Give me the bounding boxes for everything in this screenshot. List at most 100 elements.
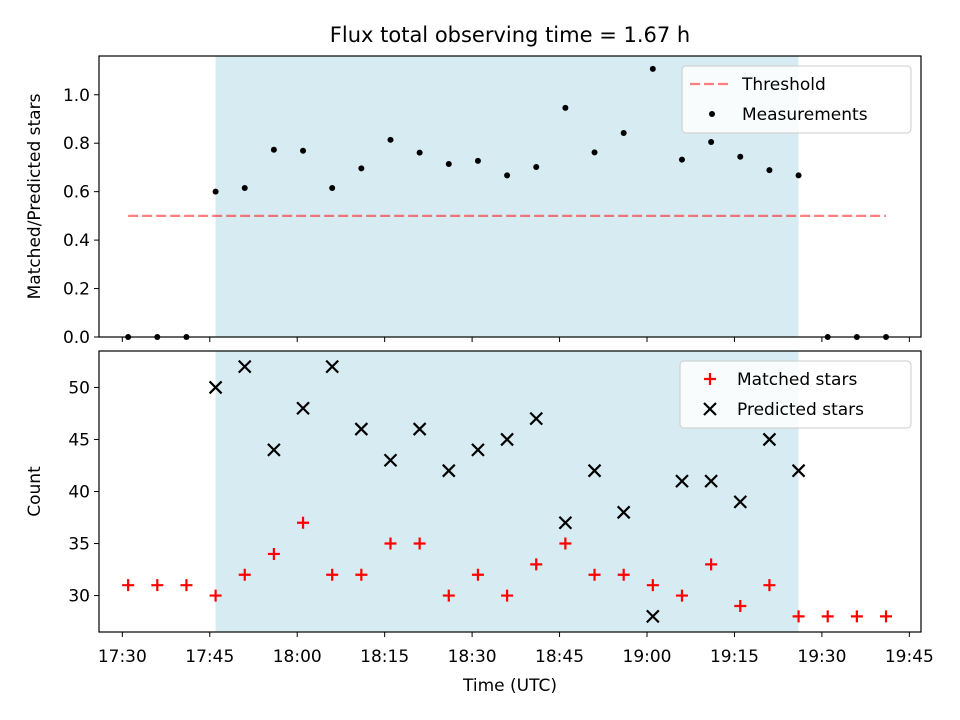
matched-star-point [559,537,572,550]
measurement-point [591,149,598,156]
measurement-point [445,161,452,168]
measurement-point [620,130,627,137]
measurement-point [678,156,685,163]
predicted-star-point [383,453,398,468]
measurement-point [708,138,715,145]
predicted-star-point [587,463,602,478]
matched-star-point [267,547,280,560]
legend-matched-swatch [704,373,716,385]
x-axis-label: Time (UTC) [462,676,557,696]
x-tick-label: 17:45 [185,647,234,667]
predicted-star-point [762,432,777,447]
legend-label: Measurements [742,105,868,125]
matched-star-point [180,579,193,592]
legend-label: Threshold [741,75,826,95]
measurement-point [212,188,219,195]
x-tick-label: 19:00 [623,647,672,667]
y-tick-label: 45 [68,430,90,450]
matched-star-point [471,568,484,581]
panel-ratio: 0.0 0.2 0.4 0.6 0.8 1.0 Matched/Predicted star… [25,55,922,348]
x-tick-label: 18:15 [360,647,409,667]
predicted-star-point [704,474,718,488]
matched-star-point [384,537,397,550]
measurement-point [270,146,277,153]
legend: Threshold Measurements [681,65,912,134]
matched-star-point [209,589,222,602]
matched-star-point [821,610,834,623]
y-tick-label: 0.0 [63,328,90,348]
matched-star-point [151,579,164,592]
matched-star-point [734,599,747,612]
predicted-star-point [791,463,806,478]
matched-star-point [238,568,251,581]
matched-star-point [122,579,135,592]
legend-label: Predicted stars [737,400,864,420]
matched-star-point [763,579,776,592]
matched-star-point [326,568,339,581]
matched-star-point [442,589,455,602]
matched-star-point [588,568,601,581]
matched-star-point [530,558,543,571]
y-tick-label: 50 [68,378,90,398]
predicted-star-point [616,505,631,520]
predicted-star-point [354,422,369,436]
measurement-point [766,167,773,174]
predicted-star-point [733,495,748,509]
matched-star-point [297,516,310,529]
predicted-star-point [412,422,427,436]
matched-star-point [355,568,368,581]
measurement-point [533,163,540,170]
predicted-star-point [237,359,252,374]
x-tick-label: 19:45 [885,647,934,667]
predicted-star-point [675,474,689,488]
y-tick-label: 40 [68,483,90,503]
axes-frame [98,350,922,633]
y-tick-label: 1.0 [63,86,90,106]
matched-star-point [675,589,688,602]
x-tick-label: 19:30 [797,647,846,667]
measurement-point [300,147,307,154]
legend-predicted-swatch [703,402,717,416]
y-tick-label: 0.4 [63,231,90,251]
plot-area: 0.0 0.2 0.4 0.6 0.8 1.0 Matched/Predicted star… [25,55,934,667]
x-tick-label: 17:30 [98,647,147,667]
legend-box [681,65,912,134]
figure-title: Flux total observing time = 1.67 h [330,23,690,47]
measurement-point [504,172,511,179]
predicted-star-point [529,411,544,426]
matched-star-point [850,610,863,623]
legend-box [679,360,912,429]
x-tick-label: 19:15 [710,647,759,667]
measurement-point [795,172,802,179]
measurement-point [329,185,336,192]
legend: Matched stars Predicted stars [679,360,912,429]
y-tick-label: 0.8 [63,134,90,154]
matched-star-point [501,589,514,602]
predicted-star-point [558,515,573,530]
x-tick-label: 18:45 [535,647,584,667]
measurement-point [562,104,569,111]
measurement-point [649,65,656,72]
panel-count: 30 35 40 45 50 17:30 17:45 18:00 18:15 18:30 18:45… [25,350,934,667]
x-tick-label: 18:00 [273,647,322,667]
measurement-point [416,149,423,156]
measurement-point [474,157,481,164]
y-tick-label: 30 [68,587,90,607]
legend-label: Matched stars [737,370,857,390]
y-axis-label: Matched/Predicted stars [25,93,45,299]
measurement-point [737,153,744,160]
predicted-star-point [325,359,339,374]
y-axis-label: Count [25,466,45,517]
y-tick-label: 35 [68,535,90,555]
axes-frame [98,55,922,338]
matched-star-point [646,579,659,592]
y-tick-label: 0.2 [63,280,90,300]
matched-star-point [792,610,805,623]
matched-star-point [705,558,718,571]
predicted-star-point [442,463,456,478]
predicted-star-point [296,401,310,416]
measurement-point [241,185,248,192]
predicted-star-point [267,443,281,457]
matched-star-point [413,537,426,550]
